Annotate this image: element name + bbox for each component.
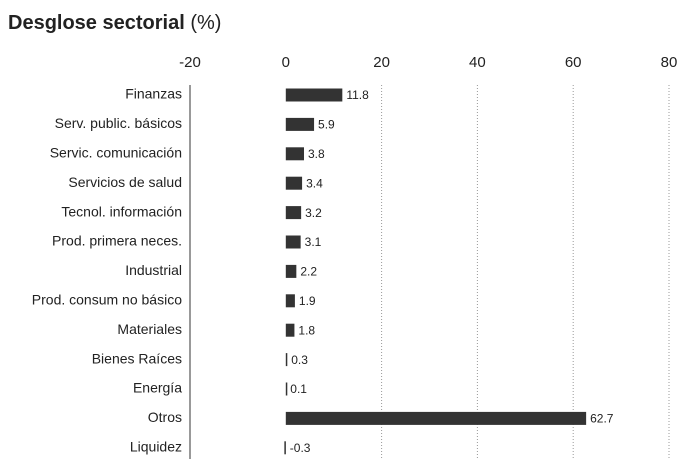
bar: [285, 206, 302, 220]
bar: [285, 88, 343, 102]
x-tick-label: 20: [373, 54, 390, 71]
bar: [285, 264, 297, 278]
y-tick-label: Tecnol. información: [61, 203, 182, 219]
y-tick-label: Finanzas: [125, 86, 182, 102]
y-tick-label: Materiales: [117, 321, 182, 337]
bar: [285, 235, 301, 249]
y-tick-label: Servicios de salud: [68, 174, 182, 190]
value-label: 1.8: [298, 323, 315, 337]
value-label: 11.8: [346, 88, 369, 102]
title-unit: (%): [190, 12, 221, 34]
value-label: 3.4: [306, 176, 323, 190]
y-tick-label: Bienes Raíces: [92, 350, 182, 366]
chart-title: Desglose sectorial (%): [8, 12, 221, 34]
x-tick-label: 0: [282, 54, 290, 71]
value-label: 5.9: [318, 118, 335, 132]
bar: [285, 294, 295, 308]
bar: [284, 441, 286, 455]
y-tick-label: Serv. public. básicos: [55, 115, 182, 131]
bar: [285, 411, 587, 425]
bar: [285, 353, 288, 367]
value-label: 3.8: [308, 147, 325, 161]
bar: [285, 147, 305, 161]
y-tick-label: Energía: [133, 380, 182, 396]
y-tick-label: Otros: [148, 409, 182, 425]
y-tick-label: Prod. consum no básico: [32, 292, 182, 308]
value-label: 1.9: [299, 294, 316, 308]
x-tick-label: 80: [661, 54, 678, 71]
x-tick-label: -20: [179, 54, 201, 71]
value-label: 2.2: [300, 265, 317, 279]
bar: [285, 382, 288, 396]
y-tick-label: Industrial: [125, 262, 182, 278]
y-tick-label: Liquidez: [130, 439, 182, 455]
bar: [285, 176, 303, 190]
y-tick-label: Prod. primera neces.: [52, 233, 182, 249]
y-tick-label: Servic. comunicación: [50, 145, 182, 161]
x-tick-label: 60: [565, 54, 582, 71]
value-label: -0.3: [290, 441, 311, 455]
value-label: 0.3: [291, 353, 308, 367]
value-label: 3.2: [305, 206, 322, 220]
x-tick-label: 40: [469, 54, 486, 71]
value-label: 0.1: [290, 382, 307, 396]
value-label: 62.7: [590, 412, 614, 426]
title-main: Desglose sectorial: [8, 12, 185, 34]
bar: [285, 117, 315, 131]
value-label: 3.1: [305, 235, 322, 249]
bar: [285, 323, 295, 337]
